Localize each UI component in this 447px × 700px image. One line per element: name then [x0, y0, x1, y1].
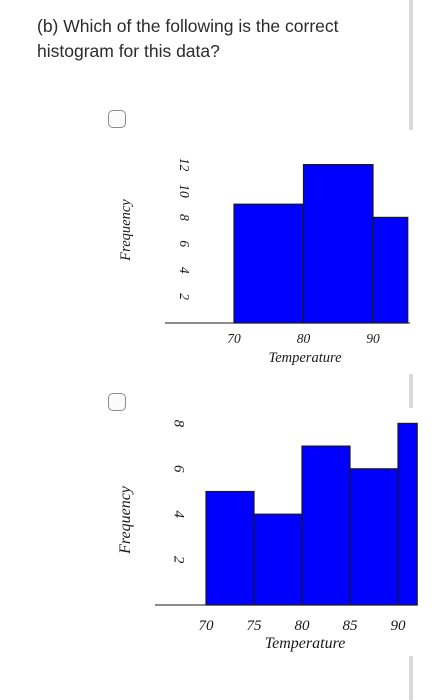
y-tick-label: 8 — [177, 214, 192, 221]
x-tick-label: 90 — [366, 331, 380, 346]
scrollbar-middle[interactable] — [409, 374, 413, 408]
y-tick-label: 4 — [177, 267, 192, 274]
x-tick-label: 70 — [227, 331, 241, 346]
histogram-bar — [302, 164, 374, 324]
y-tick-label: 6 — [177, 240, 192, 247]
histogram-bar — [253, 513, 303, 606]
y-axis-title: Frequency — [118, 199, 134, 262]
question-text: (b) Which of the following is the correc… — [37, 16, 339, 61]
y-tick-label: 10 — [177, 184, 192, 198]
x-tick-label: 75 — [247, 618, 263, 634]
y-tick-label: 4 — [171, 510, 187, 518]
y-tick-label: 8 — [171, 420, 187, 428]
y-tick-label: 12 — [177, 158, 192, 172]
x-tick-label: 80 — [297, 331, 311, 346]
histogram-bar — [301, 445, 351, 606]
histogram-bar — [372, 216, 409, 324]
x-tick-label: 85 — [343, 618, 359, 634]
x-tick-label: 70 — [199, 618, 215, 634]
histogram-option-a: 2 4 6 8 10 12 70 80 90 Temperature Frequency — [118, 158, 410, 366]
x-tick-label: 90 — [391, 618, 407, 634]
y-tick-label: 2 — [177, 293, 192, 300]
scrollbar-bottom[interactable] — [409, 656, 413, 700]
x-axis-title: Temperature — [268, 350, 342, 366]
scrollbar-top[interactable] — [409, 0, 413, 130]
x-axis-title: Temperature — [265, 635, 346, 652]
histogram-bar — [205, 490, 255, 606]
x-tick-label: 80 — [295, 618, 311, 634]
histogram-bar — [233, 203, 305, 324]
histogram-bar — [397, 422, 418, 606]
y-tick-label: 6 — [171, 465, 187, 473]
y-tick-label: 2 — [171, 556, 187, 564]
y-axis-title: Frequency — [117, 485, 134, 555]
option-a-checkbox[interactable] — [108, 110, 126, 128]
histogram-option-b: 2 4 6 8 70 75 80 85 90 Temperature Frequency — [117, 420, 418, 652]
histogram-bar — [349, 468, 399, 606]
option-b-checkbox[interactable] — [108, 393, 126, 411]
